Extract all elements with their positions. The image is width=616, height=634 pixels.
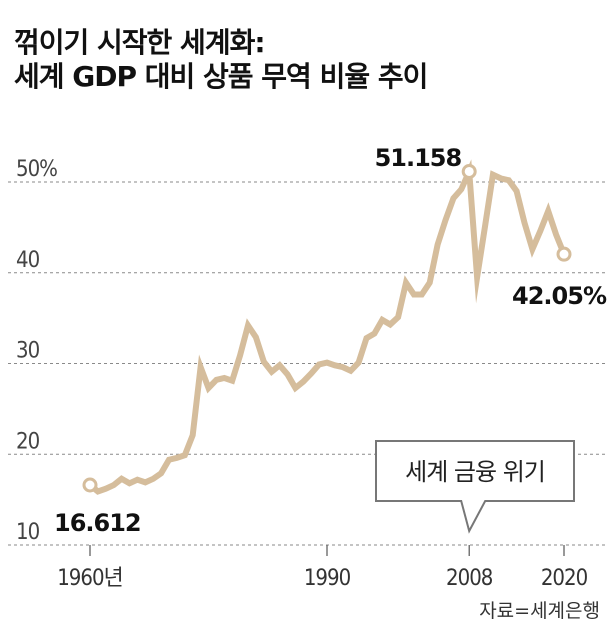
series-line: [88, 159, 567, 495]
x-tick-label: 2008: [446, 566, 493, 591]
chart-title-line1: 꺾이기 시작한 세계화:: [14, 26, 266, 59]
y-tick-label: 10: [16, 520, 40, 545]
source-note: 자료=세계은행: [479, 600, 600, 622]
y-tick-label: 30: [16, 339, 40, 364]
chart-title: 꺾이기 시작한 세계화: 세계 GDP 대비 상품 무역 비율 추이: [14, 26, 428, 93]
end-value-label: 42.05%: [512, 282, 607, 310]
x-tick-label: 1960년: [57, 566, 123, 591]
y-tick-label: 50%: [16, 157, 57, 182]
crisis-callout-label: 세계 금융 위기: [405, 458, 545, 486]
chart-title-line2: 세계 GDP 대비 상품 무역 비율 추이: [14, 59, 428, 93]
x-tick-label: 1990: [304, 566, 351, 591]
start-point-marker: [82, 477, 98, 493]
y-tick-label: 40: [16, 248, 40, 273]
end-point-marker: [556, 246, 572, 262]
start-value-label: 16.612: [54, 509, 141, 537]
peak-value-label: 51.158: [375, 144, 462, 172]
crisis-callout-box: [375, 440, 575, 534]
peak-point-marker: [461, 163, 477, 179]
y-tick-label: 20: [16, 429, 40, 454]
x-tick-label: 2020: [541, 566, 588, 591]
